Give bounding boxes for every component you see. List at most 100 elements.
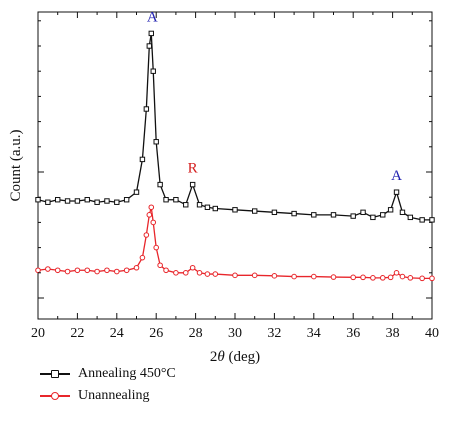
data-point: [35, 267, 41, 274]
data-point: [84, 197, 90, 203]
data-point: [429, 275, 435, 282]
data-point: [146, 43, 153, 49]
data-point: [133, 264, 140, 271]
x-axis-title-suffix: (deg): [225, 349, 260, 365]
data-point: [150, 219, 157, 226]
data-point: [212, 205, 219, 212]
data-point: [251, 272, 258, 279]
tick-layer: 20 22 24 26 28 30 32 34 36 38 40: [31, 12, 439, 341]
data-point: [196, 202, 203, 208]
data-point: [252, 208, 258, 214]
data-point: [189, 264, 196, 271]
data-point: [74, 267, 81, 274]
data-point: [183, 202, 189, 208]
data-point: [150, 68, 156, 74]
legend-item-unannealing: Unannealing: [40, 385, 176, 407]
legend-label-unannealing: Unannealing: [78, 388, 150, 403]
data-point: [104, 267, 110, 274]
legend-item-annealing: Annealing 450°C: [40, 363, 176, 385]
data-point: [379, 275, 386, 281]
x-axis-title-prefix: 2: [210, 349, 218, 365]
data-point: [143, 106, 150, 112]
data-point: [153, 244, 159, 251]
data-point: [350, 274, 357, 281]
data-point: [291, 273, 297, 280]
data-point: [429, 217, 435, 223]
data-point: [64, 198, 71, 204]
data-point: [291, 210, 297, 217]
data-point: [157, 181, 163, 188]
data-point: [407, 214, 414, 221]
data-point: [148, 204, 155, 211]
x-tick-label: 30: [228, 326, 242, 341]
data-point: [182, 270, 189, 276]
data-point: [94, 199, 100, 205]
x-tick-label: 24: [110, 326, 124, 341]
data-point: [387, 274, 394, 281]
data-point: [370, 214, 376, 221]
data-point: [133, 189, 140, 195]
peak-label: A: [147, 9, 158, 25]
data-point: [35, 197, 41, 203]
legend-marker-square-icon: [51, 370, 59, 378]
data-point: [350, 213, 356, 219]
x-axis-title-theta: θ: [217, 349, 225, 365]
data-point: [148, 30, 154, 37]
data-point: [157, 262, 163, 269]
data-point: [173, 270, 179, 276]
data-point: [104, 198, 110, 204]
data-point: [143, 232, 150, 238]
data-point: [399, 273, 406, 280]
data-point: [55, 197, 61, 203]
data-point: [74, 198, 81, 204]
series-annealing: [35, 30, 435, 223]
data-point: [399, 209, 406, 216]
x-tick-label: 20: [31, 326, 45, 341]
legend-label-annealing: Annealing 450°C: [78, 366, 176, 381]
x-tick-label: 38: [386, 326, 400, 341]
data-point: [64, 268, 71, 275]
data-point: [163, 197, 169, 203]
data-point: [311, 212, 317, 218]
x-tick-label: 34: [307, 326, 321, 341]
data-point: [204, 204, 211, 210]
data-point: [393, 189, 400, 195]
data-point: [54, 267, 61, 274]
peak-label: R: [188, 161, 198, 177]
data-point: [370, 275, 376, 281]
data-point: [271, 209, 278, 216]
x-axis-title: 2θ (deg): [210, 349, 260, 365]
y-axis-title: Count (a.u.): [8, 129, 24, 201]
data-point: [360, 274, 366, 281]
x-tick-label: 26: [149, 326, 163, 341]
x-tick-label: 40: [425, 326, 439, 341]
data-point: [393, 270, 400, 276]
data-point: [407, 275, 414, 281]
data-point: [114, 199, 120, 205]
data-point: [163, 267, 169, 274]
data-point: [232, 207, 238, 213]
series-line: [37, 33, 432, 221]
data-point: [114, 268, 120, 275]
legend: Annealing 450°C Unannealing: [40, 363, 176, 407]
data-point: [45, 199, 51, 205]
data-point: [330, 274, 337, 280]
x-tick-label: 28: [189, 326, 203, 341]
data-point: [153, 139, 159, 145]
data-point: [204, 271, 211, 277]
data-point: [387, 207, 394, 213]
data-point: [139, 254, 146, 261]
data-point: [232, 272, 238, 279]
data-point: [311, 273, 317, 280]
series-layer: [35, 30, 435, 282]
data-point: [173, 197, 179, 203]
data-point: [94, 268, 100, 275]
data-point: [45, 266, 51, 272]
annotation-layer: A R A: [147, 9, 402, 184]
x-tick-label: 36: [346, 326, 360, 341]
data-point: [196, 270, 203, 276]
data-point: [123, 267, 130, 274]
data-point: [212, 271, 219, 277]
peak-label: A: [391, 168, 402, 184]
data-point: [271, 273, 278, 279]
